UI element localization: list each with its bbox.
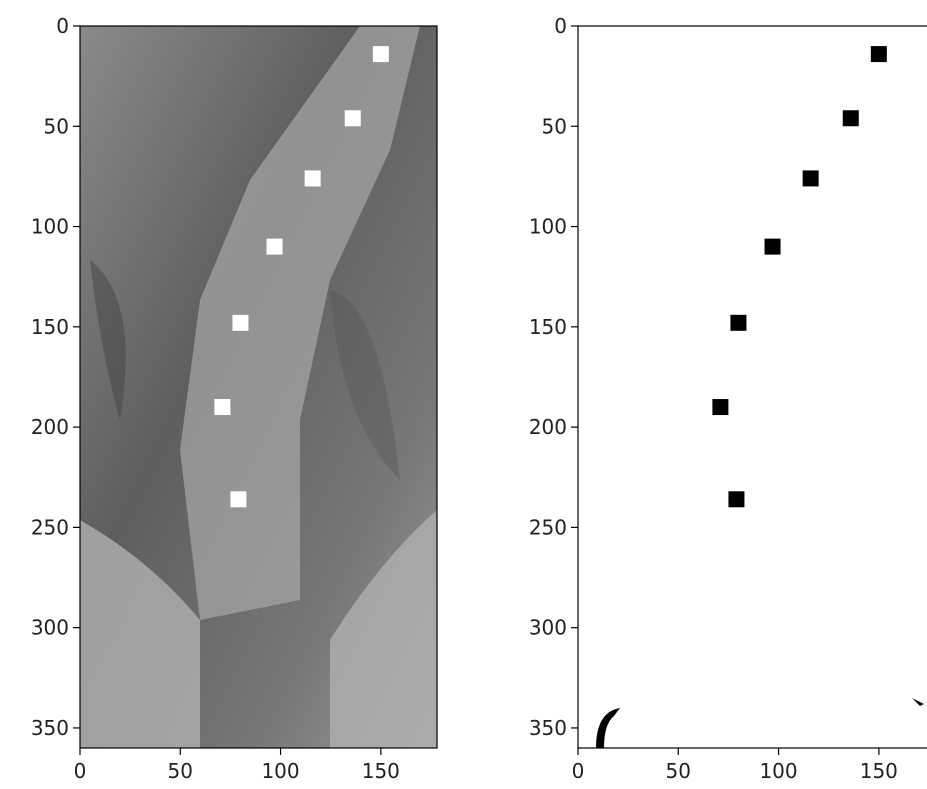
y-tick-label: 300	[529, 616, 567, 640]
marker	[870, 46, 887, 63]
marker	[232, 314, 249, 331]
plot	[214, 46, 389, 508]
y-tick-label: 50	[44, 114, 69, 138]
axes-frame	[577, 25, 927, 749]
y-tick-label: 300	[31, 616, 69, 640]
x-tick-label: 100	[261, 759, 299, 783]
y-tick-label: 150	[31, 315, 69, 339]
y-tick-label: 200	[31, 415, 69, 439]
marker	[230, 491, 247, 508]
x-tick-label: 0	[74, 759, 87, 783]
x-tick-label: 0	[572, 759, 585, 783]
marker	[802, 170, 819, 187]
y-tick-label: 100	[529, 215, 567, 239]
x-tick-label: 100	[759, 759, 797, 783]
y-tick-label: 0	[56, 14, 69, 38]
y-tick-label: 350	[31, 716, 69, 740]
y-tick-label: 150	[529, 315, 567, 339]
marker	[730, 314, 747, 331]
x-tick-label: 150	[860, 759, 898, 783]
marker	[266, 238, 283, 255]
y-tick-label: 100	[31, 215, 69, 239]
y-tick-label: 50	[542, 114, 567, 138]
plot	[712, 46, 887, 508]
marker	[712, 399, 729, 416]
marker	[344, 110, 361, 127]
mask-image	[578, 26, 927, 748]
marker	[764, 238, 781, 255]
y-tick-label: 200	[529, 415, 567, 439]
x-tick-label: 50	[168, 759, 193, 783]
y-tick-label: 250	[529, 515, 567, 539]
marker	[214, 399, 231, 416]
y-tick-label: 350	[529, 716, 567, 740]
marker	[372, 46, 389, 63]
y-tick-label: 250	[31, 515, 69, 539]
x-tick-label: 50	[666, 759, 691, 783]
xray-image	[80, 26, 437, 748]
x-tick-label: 150	[362, 759, 400, 783]
axes-frame	[79, 25, 438, 749]
marker	[842, 110, 859, 127]
y-tick-label: 0	[554, 14, 567, 38]
marker	[304, 170, 321, 187]
marker	[728, 491, 745, 508]
